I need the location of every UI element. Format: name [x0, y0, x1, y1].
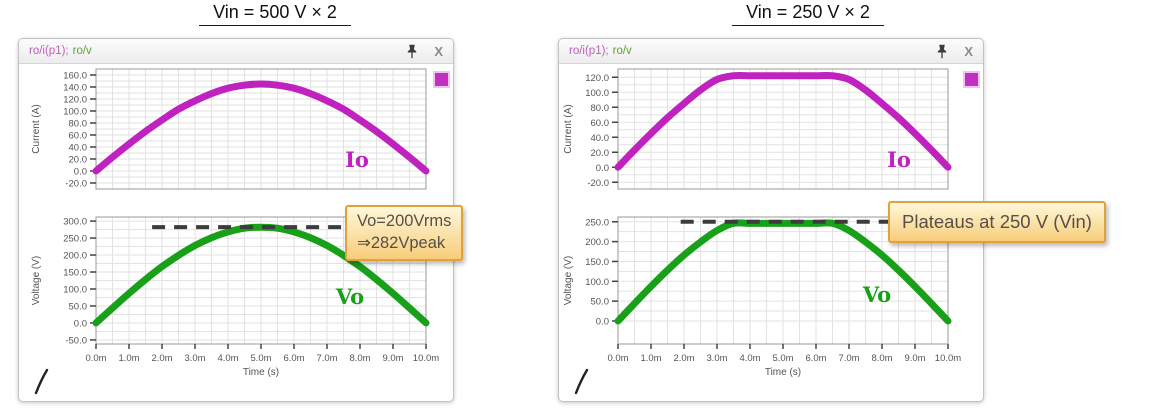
svg-text:1.0m: 1.0m [118, 353, 139, 364]
svg-text:140.0: 140.0 [63, 83, 87, 94]
svg-text:3.0m: 3.0m [184, 353, 205, 364]
svg-text:150.0: 150.0 [63, 268, 87, 279]
svg-text:Time (s): Time (s) [765, 367, 801, 378]
svg-text:60.0: 60.0 [69, 131, 88, 142]
annotation-callout-left: Vo=200Vrms ⇒282Vpeak [345, 205, 464, 261]
annotation-text: Vo=200Vrms [357, 212, 452, 230]
pin-icon[interactable] [936, 44, 948, 59]
svg-text:10.0m: 10.0m [935, 353, 961, 364]
svg-text:300.0: 300.0 [63, 217, 87, 228]
svg-text:0.0m: 0.0m [607, 353, 628, 364]
svg-text:9.0m: 9.0m [382, 353, 403, 364]
legend-swatch-icon[interactable] [435, 73, 448, 86]
svg-text:60.0: 60.0 [591, 118, 610, 129]
titlebar-icons: X [936, 44, 973, 59]
svg-text:-20.0: -20.0 [65, 179, 87, 190]
svg-text:80.0: 80.0 [591, 103, 610, 114]
trace-label-voltage: ro/v [612, 45, 632, 57]
window-titlebar[interactable]: ro/i(p1); ro/v X [559, 39, 983, 64]
panel-title-left-text: Vin = 500 V × 2 [199, 2, 351, 26]
svg-text:5.0m: 5.0m [250, 353, 271, 364]
svg-text:8.0m: 8.0m [871, 353, 892, 364]
vo-curve-label: Vo [335, 284, 364, 309]
vo-curve-label: Vo [862, 282, 891, 307]
svg-text:3.0m: 3.0m [706, 353, 727, 364]
svg-text:0.0: 0.0 [74, 318, 87, 329]
svg-text:Current (A): Current (A) [563, 104, 574, 153]
svg-text:20.0: 20.0 [69, 155, 88, 166]
svg-text:0.0: 0.0 [596, 316, 609, 327]
titlebar-icons: X [406, 44, 443, 59]
svg-text:50.0: 50.0 [591, 297, 610, 308]
svg-text:Time (s): Time (s) [243, 367, 279, 378]
pin-icon[interactable] [406, 44, 418, 59]
svg-text:-20.0: -20.0 [587, 178, 609, 189]
svg-text:150.0: 150.0 [585, 257, 609, 268]
svg-text:100.0: 100.0 [585, 277, 609, 288]
svg-text:40.0: 40.0 [591, 133, 610, 144]
svg-text:0.0: 0.0 [596, 163, 609, 174]
vo-curve [92, 223, 430, 327]
io-curve-label: Io [345, 147, 369, 172]
svg-text:-50.0: -50.0 [65, 335, 87, 346]
svg-text:120.0: 120.0 [585, 73, 609, 84]
svg-text:9.0m: 9.0m [904, 353, 925, 364]
svg-text:7.0m: 7.0m [838, 353, 859, 364]
svg-text:8.0m: 8.0m [349, 353, 370, 364]
svg-text:Voltage (V): Voltage (V) [563, 256, 574, 305]
svg-text:100.0: 100.0 [63, 107, 87, 118]
svg-text:0.0m: 0.0m [85, 353, 106, 364]
svg-text:2.0m: 2.0m [151, 353, 172, 364]
svg-text:2.0m: 2.0m [673, 353, 694, 364]
pen-tool-icon[interactable] [33, 368, 51, 396]
svg-text:7.0m: 7.0m [316, 353, 337, 364]
svg-text:40.0: 40.0 [69, 143, 88, 154]
annotation-text: ⇒282Vpeak [357, 233, 446, 252]
svg-text:Voltage (V): Voltage (V) [31, 256, 42, 305]
svg-text:6.0m: 6.0m [805, 353, 826, 364]
legend-swatch-icon[interactable] [965, 73, 978, 86]
vo-curve [614, 219, 952, 325]
trace-label-voltage: ro/v [72, 45, 92, 57]
svg-text:10.0m: 10.0m [413, 353, 439, 364]
svg-text:100.0: 100.0 [585, 88, 609, 99]
svg-text:120.0: 120.0 [63, 95, 87, 106]
panel-title-right-text: Vin = 250 V × 2 [732, 2, 884, 26]
window-titlebar[interactable]: ro/i(p1); ro/v X [19, 39, 453, 64]
svg-text:200.0: 200.0 [63, 251, 87, 262]
svg-text:250.0: 250.0 [63, 234, 87, 245]
svg-text:20.0: 20.0 [591, 148, 610, 159]
svg-text:Current (A): Current (A) [31, 104, 42, 153]
svg-text:0.0: 0.0 [74, 167, 87, 178]
io-curve [614, 71, 952, 171]
io-curve [92, 80, 430, 175]
trace-label-current: ro/i(p1); [29, 45, 69, 57]
svg-text:250.0: 250.0 [585, 217, 609, 228]
svg-text:1.0m: 1.0m [640, 353, 661, 364]
pen-tool-icon[interactable] [573, 368, 591, 396]
svg-text:4.0m: 4.0m [739, 353, 760, 364]
plot-area-right[interactable]: 120.0 100.0 80.0 60.0 40.0 20.0 0.0 -20.0 Curren… [559, 63, 983, 401]
io-curve-label: Io [887, 147, 911, 172]
svg-text:5.0m: 5.0m [772, 353, 793, 364]
annotation-callout-right: Plateaus at 250 V (Vin) [888, 201, 1106, 243]
svg-text:80.0: 80.0 [69, 119, 88, 130]
svg-text:160.0: 160.0 [63, 71, 87, 82]
svg-text:200.0: 200.0 [585, 237, 609, 248]
annotation-text: Plateaus at 250 V (Vin) [902, 211, 1092, 232]
svg-text:50.0: 50.0 [69, 301, 88, 312]
close-icon[interactable]: X [964, 43, 973, 59]
trace-label-current: ro/i(p1); [569, 45, 609, 57]
svg-text:6.0m: 6.0m [283, 353, 304, 364]
panel-title-right: Vin = 250 V × 2 [596, 2, 1020, 26]
svg-text:100.0: 100.0 [63, 284, 87, 295]
close-icon[interactable]: X [434, 43, 443, 59]
panel-title-left: Vin = 500 V × 2 [58, 2, 492, 26]
svg-text:4.0m: 4.0m [217, 353, 238, 364]
